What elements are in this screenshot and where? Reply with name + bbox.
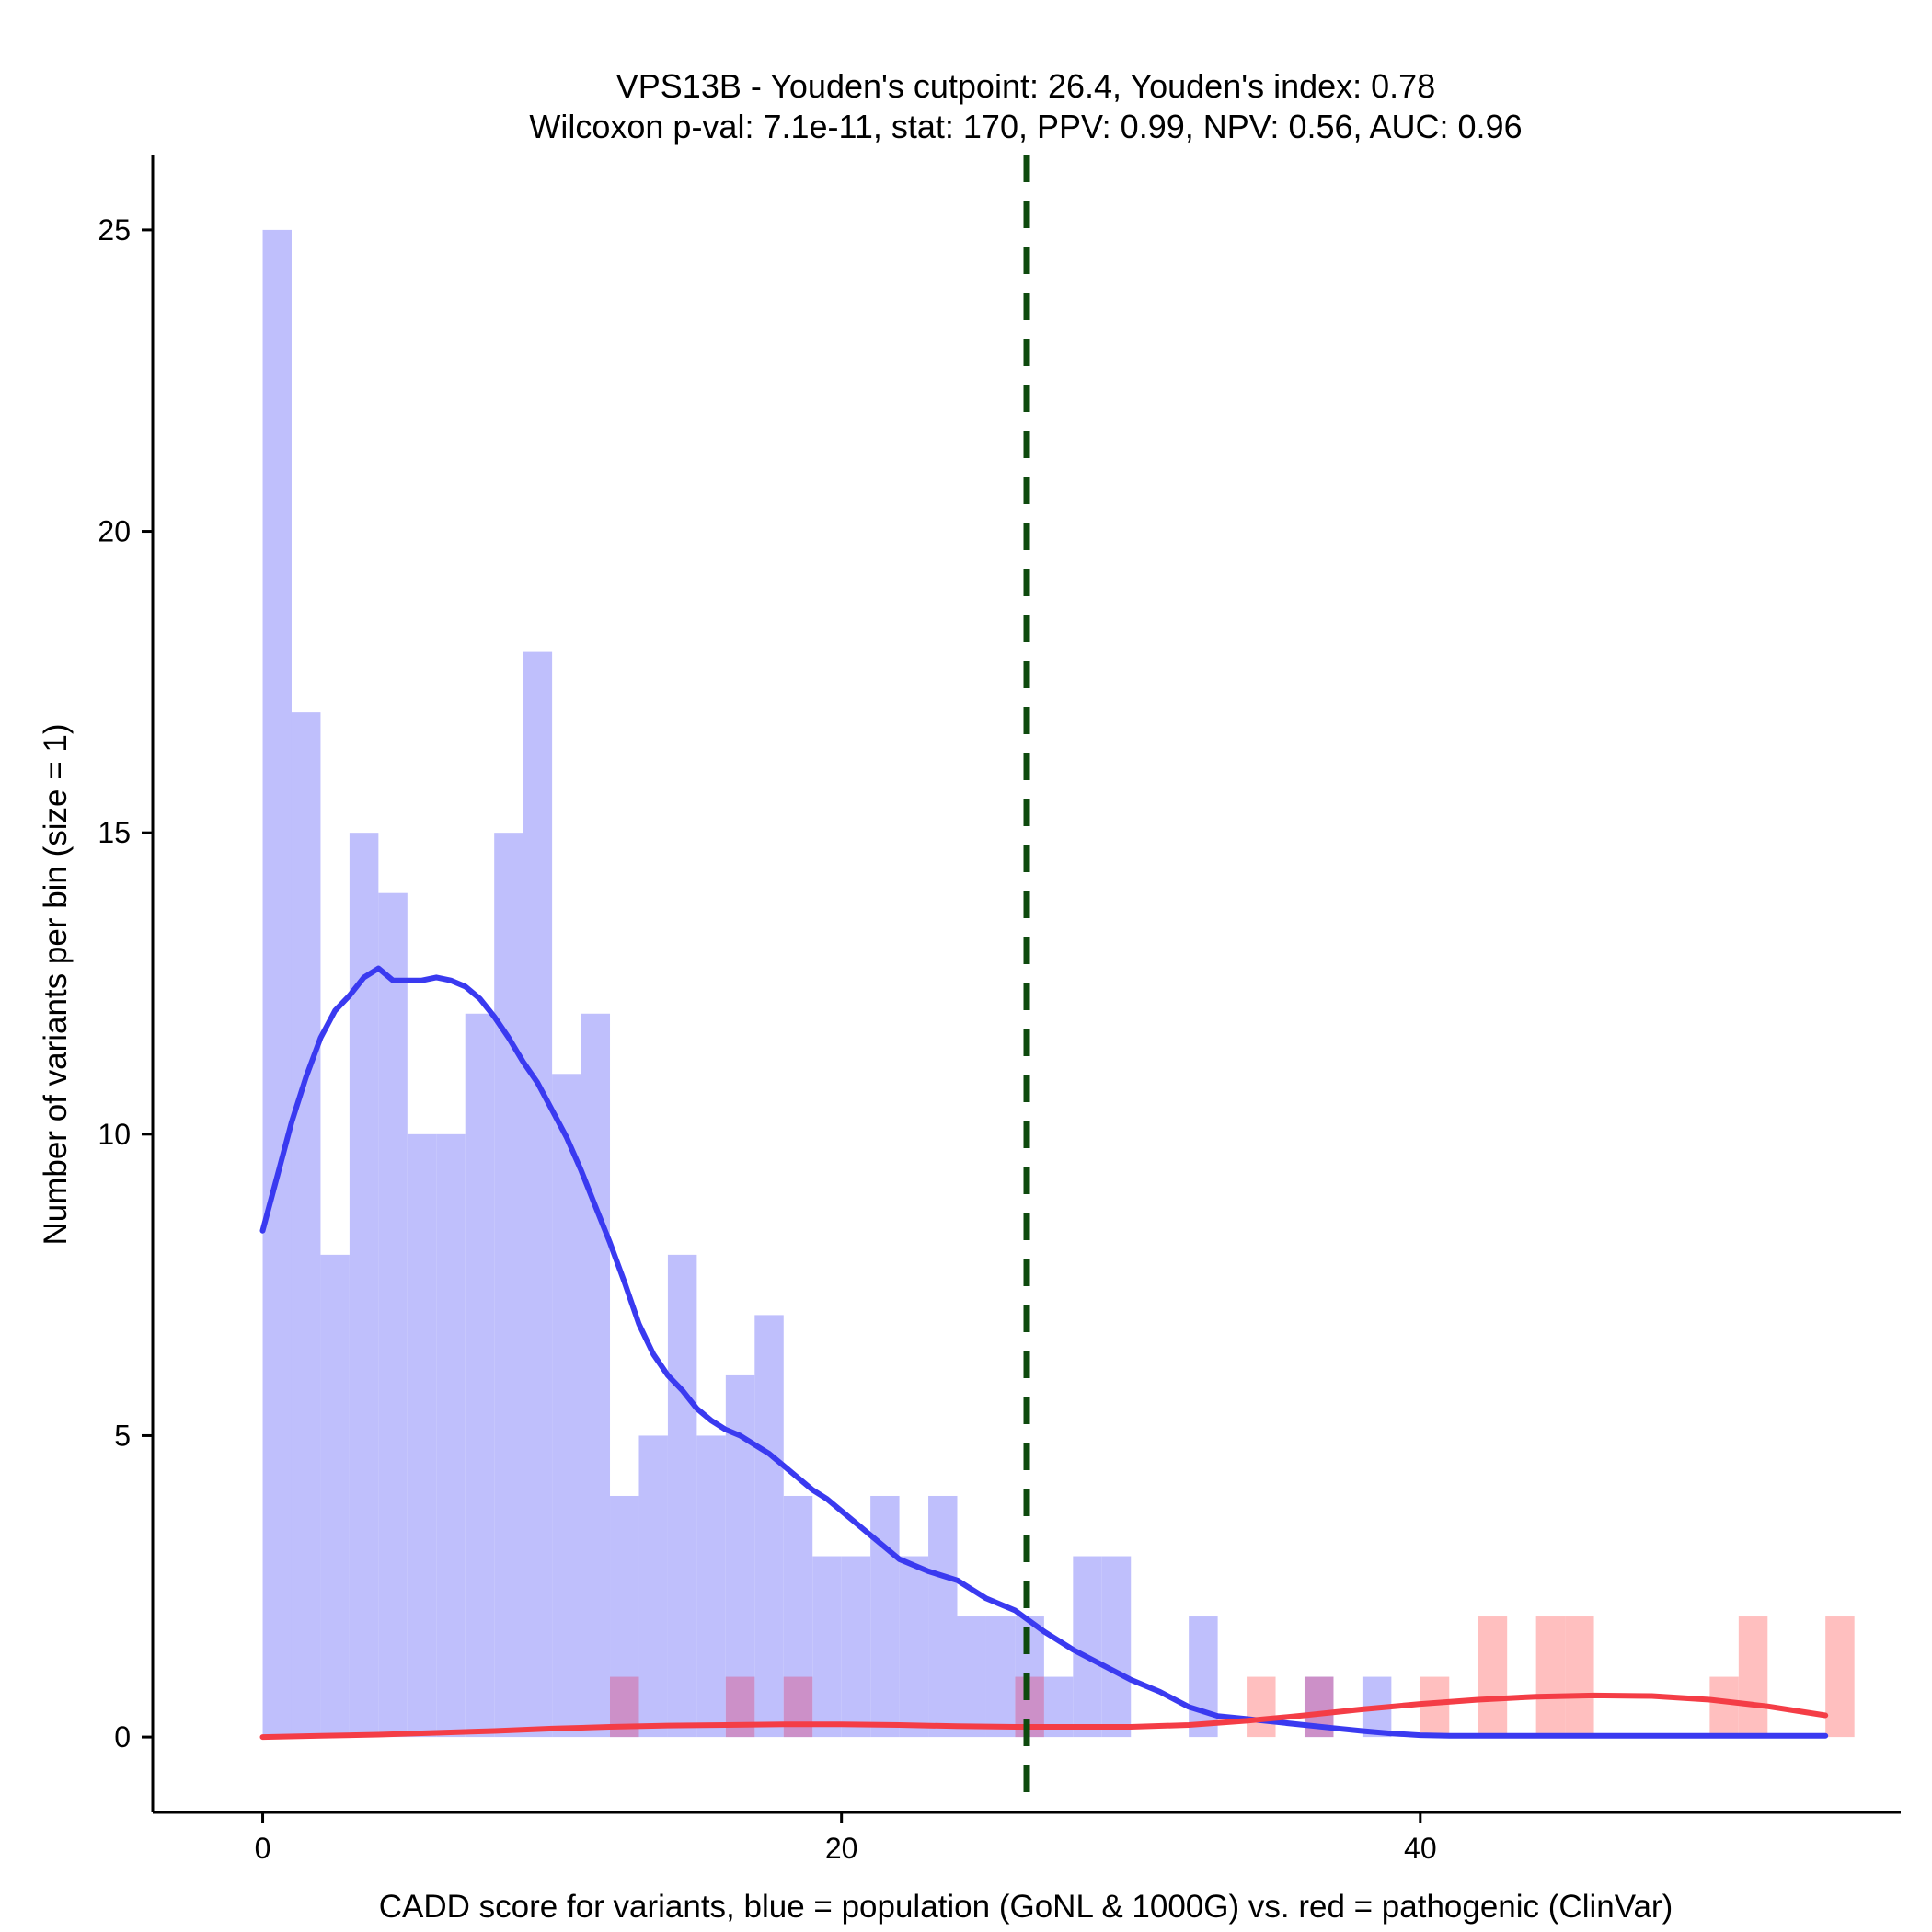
y-tick-label: 10 [98, 1118, 131, 1151]
x-tick-label: 0 [255, 1832, 271, 1865]
population-bar [349, 833, 379, 1738]
population-bar [638, 1435, 668, 1738]
pathogenic-bar [1420, 1676, 1450, 1738]
x-tick-label: 40 [1404, 1832, 1437, 1865]
population-bar [928, 1495, 958, 1738]
y-tick-label: 0 [114, 1720, 131, 1754]
pathogenic-bar [783, 1676, 813, 1738]
population-bar [552, 1074, 581, 1738]
y-tick-label: 5 [114, 1419, 131, 1452]
population-bar [1101, 1556, 1132, 1738]
population-bar [1073, 1556, 1102, 1738]
population-bar [465, 1013, 495, 1738]
pathogenic-density-curve [259, 1692, 1829, 1741]
pathogenic-bar [1535, 1616, 1566, 1738]
density-curves [259, 965, 1829, 1741]
population-bar [581, 1013, 611, 1738]
chart-title-line1: VPS13B - Youden's cutpoint: 26.4, Youden… [616, 67, 1435, 105]
population-bar [378, 892, 408, 1738]
population-bar [291, 712, 321, 1738]
x-axis-ticks: 0 20 40 [255, 1812, 1437, 1865]
population-bar [523, 651, 553, 1738]
population-bar [841, 1556, 871, 1738]
pathogenic-bar [1709, 1676, 1739, 1738]
y-tick-label: 15 [98, 816, 131, 849]
pathogenic-bar [725, 1676, 755, 1738]
axes [151, 155, 1901, 1814]
population-bar [320, 1254, 350, 1738]
population-bar [494, 833, 523, 1738]
pathogenic-bar [1478, 1616, 1508, 1738]
population-bar [262, 229, 292, 1738]
chart-title-line2: Wilcoxon p-val: 7.1e-11, stat: 170, PPV:… [529, 108, 1522, 145]
x-axis-title: CADD score for variants, blue = populati… [379, 1889, 1673, 1925]
population-bar [985, 1616, 1016, 1738]
pathogenic-bar [1565, 1616, 1594, 1738]
population-bar [812, 1556, 842, 1738]
pathogenic-bar [1247, 1676, 1276, 1738]
y-axis-title: Number of variants per bin (size = 1) [38, 723, 74, 1245]
population-bar [899, 1556, 929, 1738]
population-bar [436, 1133, 466, 1738]
population-bars [262, 229, 1392, 1738]
population-bar [407, 1133, 437, 1738]
population-density-curve [259, 965, 1829, 1739]
y-tick-label: 20 [98, 515, 131, 548]
population-bar [1189, 1616, 1218, 1738]
population-bar [957, 1616, 986, 1738]
population-bar [667, 1254, 697, 1738]
population-bar [870, 1495, 900, 1738]
x-tick-label: 20 [825, 1832, 858, 1865]
y-axis-ticks: 0 5 10 15 20 25 [98, 213, 153, 1754]
pathogenic-bar [1825, 1616, 1855, 1738]
y-tick-label: 25 [98, 213, 131, 247]
population-bar [754, 1315, 784, 1738]
pathogenic-bar [1738, 1616, 1768, 1738]
population-bar [696, 1435, 726, 1738]
